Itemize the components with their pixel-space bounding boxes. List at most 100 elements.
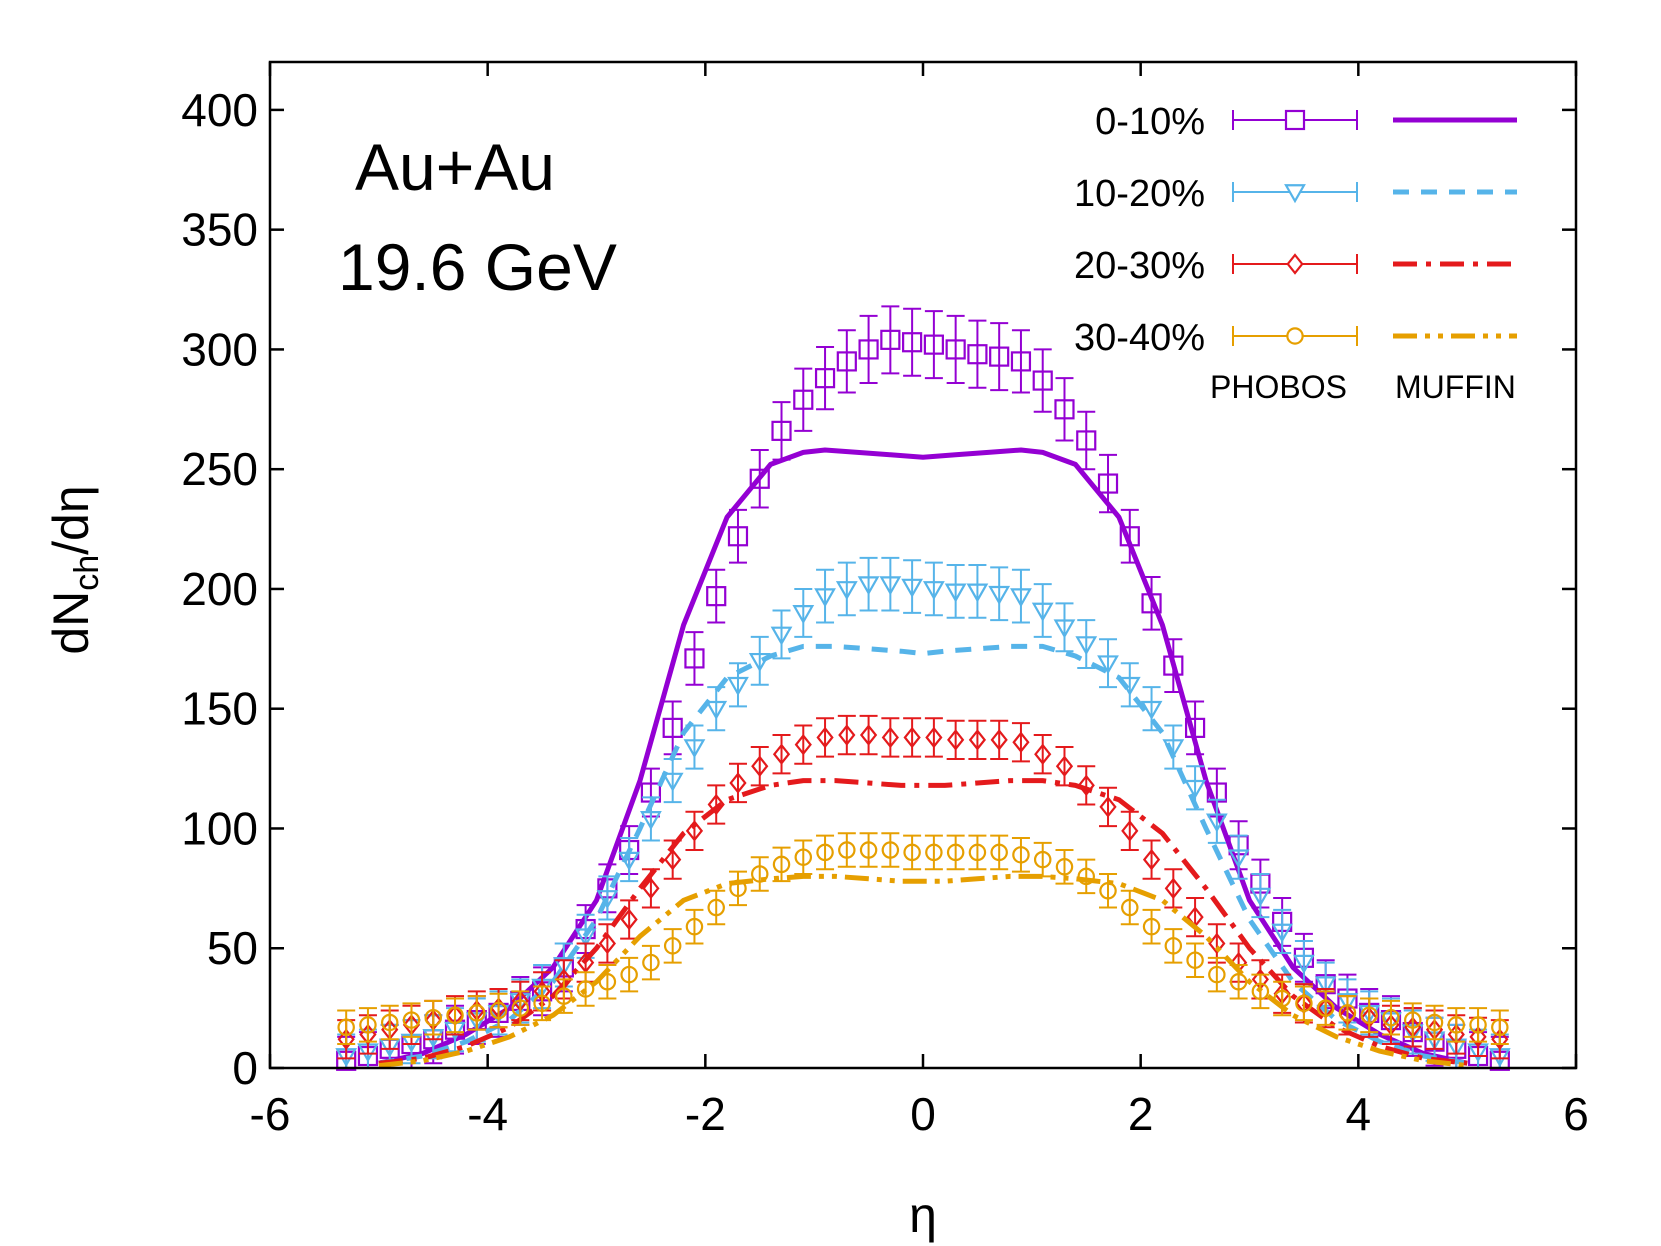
- data-point: [1227, 849, 1250, 869]
- data-point: [1208, 965, 1226, 984]
- data-point: [792, 605, 815, 625]
- y-tick-label: 200: [181, 563, 258, 615]
- data-point: [380, 1013, 399, 1032]
- data-point: [1205, 813, 1228, 833]
- data-point: [1012, 731, 1030, 754]
- data-point: [1033, 850, 1052, 869]
- data-point: [552, 957, 575, 977]
- y-axis-label: dNch/dη: [43, 485, 106, 654]
- data-point: [1010, 588, 1032, 608]
- data-point: [1075, 636, 1098, 656]
- x-tick-label: 4: [1346, 1088, 1372, 1140]
- data-point: [1293, 954, 1315, 974]
- data-point: [424, 1008, 443, 1027]
- legend-marker: [1284, 184, 1306, 204]
- data-point: [903, 726, 921, 749]
- data-point: [1425, 1013, 1444, 1032]
- data-point: [707, 898, 725, 917]
- data-point: [879, 576, 902, 596]
- y-axis-label-main: dN: [43, 591, 99, 655]
- data-point: [1034, 743, 1052, 765]
- data-point: [925, 843, 943, 862]
- y-tick-label: 50: [207, 922, 258, 974]
- data-point: [574, 928, 597, 948]
- data-point: [683, 739, 706, 759]
- data-point: [1055, 858, 1074, 876]
- data-point: [337, 1028, 355, 1051]
- data-point: [770, 626, 793, 646]
- data-point: [642, 877, 660, 900]
- data-point: [598, 932, 616, 955]
- x-tick-label: -2: [685, 1088, 726, 1140]
- data-point: [990, 843, 1008, 862]
- legend-row: 30-40%: [1074, 317, 1517, 359]
- data-point: [337, 1018, 355, 1037]
- legend-row: 10-20%: [1074, 173, 1517, 215]
- data-point: [1249, 887, 1272, 907]
- data-point: [903, 843, 921, 862]
- data-point: [685, 917, 704, 936]
- x-tick-label: -4: [467, 1088, 508, 1140]
- data-point: [1186, 951, 1204, 969]
- y-tick-label: 350: [181, 204, 258, 256]
- data-point: [901, 578, 924, 598]
- data-point: [596, 890, 619, 910]
- legend-marker: [1286, 253, 1304, 275]
- data-point: [1164, 937, 1183, 955]
- data-point: [446, 1006, 464, 1025]
- y-tick-label: 400: [181, 84, 258, 136]
- data-point: [1447, 1016, 1466, 1034]
- data-point: [468, 1004, 486, 1022]
- legend-label: 10-20%: [1074, 173, 1205, 215]
- series-0-10%: [336, 305, 1510, 1071]
- data-point: [620, 965, 638, 984]
- data-point: [1491, 1028, 1509, 1051]
- data-point: [772, 743, 791, 765]
- legend-marker: [1284, 109, 1306, 131]
- data-point: [771, 420, 792, 441]
- x-tick-label: 6: [1563, 1088, 1589, 1140]
- data-point: [1140, 700, 1163, 720]
- x-axis-label: η: [909, 1187, 937, 1243]
- data-point: [966, 583, 989, 603]
- data-point: [1295, 994, 1313, 1013]
- data-point: [859, 724, 878, 746]
- data-point: [988, 585, 1011, 605]
- data-point: [1099, 796, 1117, 818]
- data-point: [359, 1016, 377, 1034]
- data-point: [1031, 602, 1054, 622]
- data-point: [620, 908, 638, 931]
- data-point: [1403, 1011, 1422, 1029]
- data-point: [1382, 1008, 1400, 1027]
- data-point: [794, 733, 812, 756]
- x-tick-label: -6: [250, 1088, 291, 1140]
- legend-label: 20-30%: [1074, 245, 1205, 287]
- data-point: [923, 334, 944, 355]
- axes: -6 -4 -2 0 2 4 6 0 50 100 150 200 250 300 350 400: [181, 62, 1589, 1140]
- data-point: [814, 588, 836, 608]
- data-point: [881, 726, 899, 749]
- data-point: [729, 772, 747, 794]
- annotation-energy: 19.6 GeV: [338, 230, 617, 304]
- data-point: [1077, 774, 1095, 797]
- y-axis-label-tail: /dη: [43, 485, 99, 555]
- data-point: [1336, 993, 1359, 1013]
- data-point: [947, 729, 965, 751]
- data-point: [1271, 923, 1294, 943]
- legend-row: 20-30%: [1074, 245, 1517, 287]
- data-point: [1316, 999, 1335, 1017]
- data-point: [968, 843, 987, 862]
- data-point: [750, 865, 769, 883]
- data-point: [727, 526, 749, 547]
- data-point: [1251, 982, 1270, 1001]
- annotation-collision-system: Au+Au: [355, 130, 555, 204]
- data-point: [1055, 755, 1074, 777]
- data-point: [662, 717, 683, 738]
- plot-area: [335, 305, 1511, 1071]
- legend-phobos-label: PHOBOS: [1210, 369, 1347, 405]
- data-point: [1338, 1004, 1357, 1022]
- legend-label: 0-10%: [1095, 101, 1205, 143]
- legend-marker: [1286, 327, 1304, 345]
- data-point: [990, 729, 1008, 751]
- data-point: [1142, 917, 1161, 936]
